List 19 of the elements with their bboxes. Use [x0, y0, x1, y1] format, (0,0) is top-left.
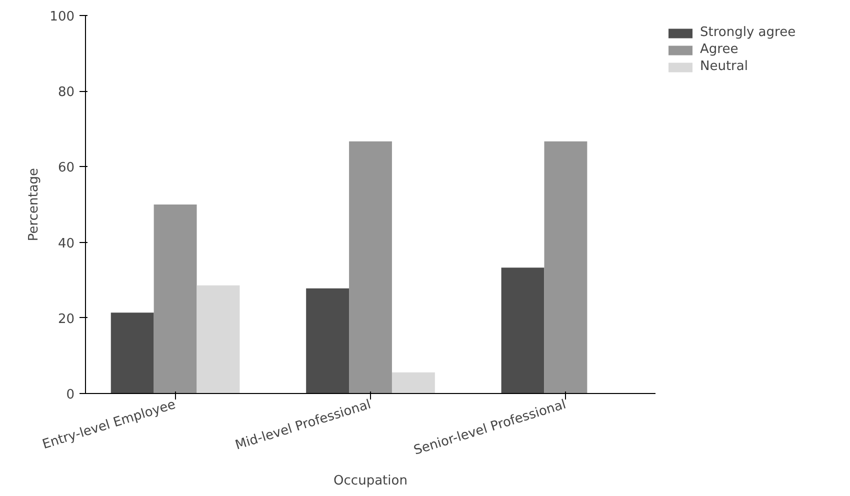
x-axis-title: Occupation	[334, 474, 408, 489]
bar	[154, 204, 197, 394]
bar	[196, 285, 240, 394]
legend-label: Neutral	[700, 59, 748, 74]
bar	[306, 288, 350, 394]
y-tick-label: 60	[58, 160, 75, 176]
bar	[392, 372, 435, 394]
bar	[110, 312, 154, 394]
y-tick-label: 40	[58, 236, 75, 252]
bar	[501, 268, 544, 394]
legend-label: Agree	[700, 42, 738, 57]
y-axis-title: Percentage	[26, 168, 42, 242]
legend-label: Strongly agree	[700, 25, 796, 40]
y-tick-label: 20	[58, 312, 75, 327]
y-tick-label: 80	[58, 85, 75, 100]
bar	[544, 141, 588, 394]
y-tick-label: 0	[66, 388, 75, 402]
bar	[349, 141, 392, 394]
y-tick-label: 100	[50, 10, 75, 24]
